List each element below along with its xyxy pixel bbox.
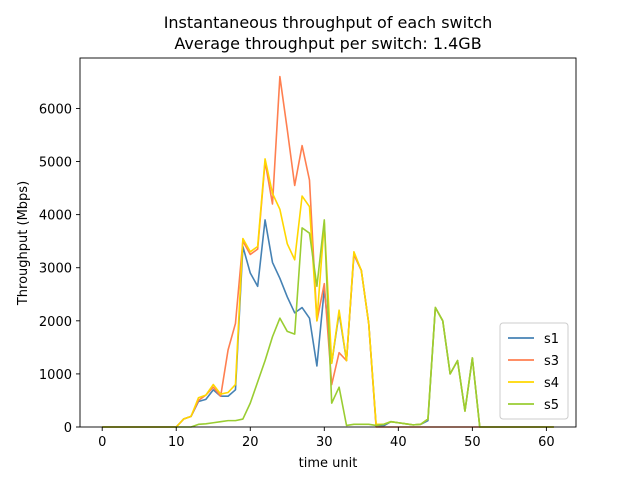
chart-title: Instantaneous throughput of each switch [164, 13, 493, 32]
x-tick-label: 30 [316, 435, 333, 450]
axes-frame [79, 57, 577, 428]
x-tick-label: 20 [242, 435, 259, 450]
legend-label-s4: s4 [544, 376, 559, 391]
x-tick-label: 0 [98, 435, 106, 450]
plot-area: 0 10 20 30 40 50 60 0 1000 2000 3000 4000 5000 6000 [39, 57, 577, 450]
x-tick-label: 10 [168, 435, 185, 450]
chart-subtitle: Average throughput per switch: 1.4GB [174, 34, 481, 53]
legend-label-s3: s3 [544, 354, 559, 369]
x-tick-label: 60 [538, 435, 555, 450]
legend-box [499, 322, 569, 420]
legend-label-s5: s5 [544, 398, 559, 413]
legend-label-s1: s1 [544, 332, 559, 347]
y-tick-label: 1000 [39, 368, 72, 383]
y-tick-label: 3000 [39, 262, 72, 277]
x-axis-label: time unit [299, 456, 358, 471]
x-tick-label: 50 [464, 435, 481, 450]
y-tick-label: 4000 [39, 209, 72, 224]
x-tick-label: 40 [390, 435, 407, 450]
y-tick-label: 2000 [39, 315, 72, 330]
y-tick-label: 5000 [39, 156, 72, 171]
legend: s1 s3 s4 s5 [499, 322, 569, 420]
y-tick-label: 6000 [39, 102, 72, 117]
series-line-s3 [102, 75, 554, 428]
y-tick-label: 0 [64, 421, 72, 436]
y-axis-label: Throughput (Mbps) [16, 181, 31, 306]
series-line-s5 [102, 219, 554, 428]
